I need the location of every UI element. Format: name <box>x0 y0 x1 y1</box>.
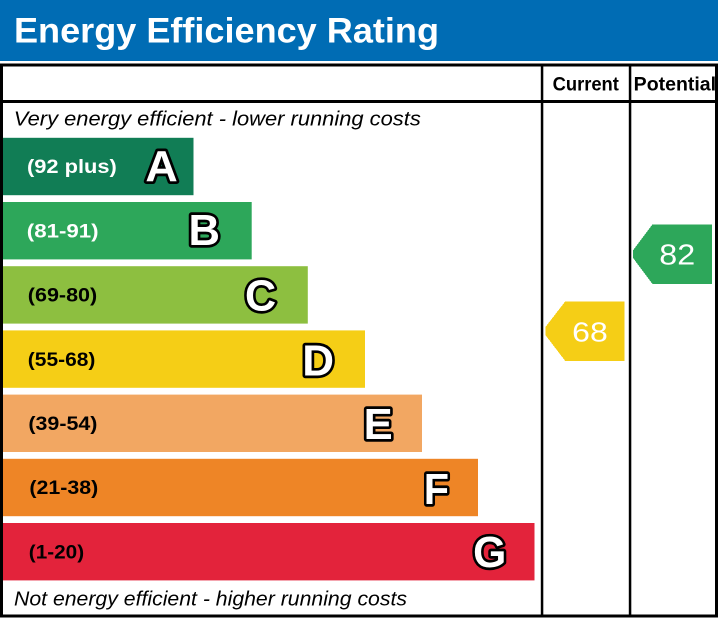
svg-text:68: 68 <box>572 317 608 348</box>
svg-text:(1-20): (1-20) <box>29 542 84 563</box>
svg-text:(69-80): (69-80) <box>28 286 97 307</box>
svg-text:Not energy efficient - higher: Not energy efficient - higher running co… <box>14 589 407 611</box>
svg-text:D: D <box>302 336 334 385</box>
svg-text:E: E <box>364 400 393 449</box>
svg-text:C: C <box>245 272 276 320</box>
svg-text:Potential: Potential <box>634 74 716 96</box>
svg-text:Current: Current <box>553 74 620 96</box>
svg-text:(92 plus): (92 plus) <box>27 157 117 178</box>
svg-text:(21-38): (21-38) <box>29 478 98 499</box>
svg-text:B: B <box>188 206 219 255</box>
svg-text:(81-91): (81-91) <box>27 221 99 242</box>
svg-text:Very energy efficient - lower: Very energy efficient - lower running co… <box>14 109 421 131</box>
svg-text:82: 82 <box>659 240 695 272</box>
svg-text:G: G <box>473 528 506 577</box>
svg-text:(55-68): (55-68) <box>28 350 96 371</box>
svg-text:A: A <box>145 143 177 192</box>
svg-text:F: F <box>424 465 449 514</box>
svg-text:Energy Efficiency Rating: Energy Efficiency Rating <box>14 11 439 51</box>
svg-text:(39-54): (39-54) <box>28 414 97 435</box>
